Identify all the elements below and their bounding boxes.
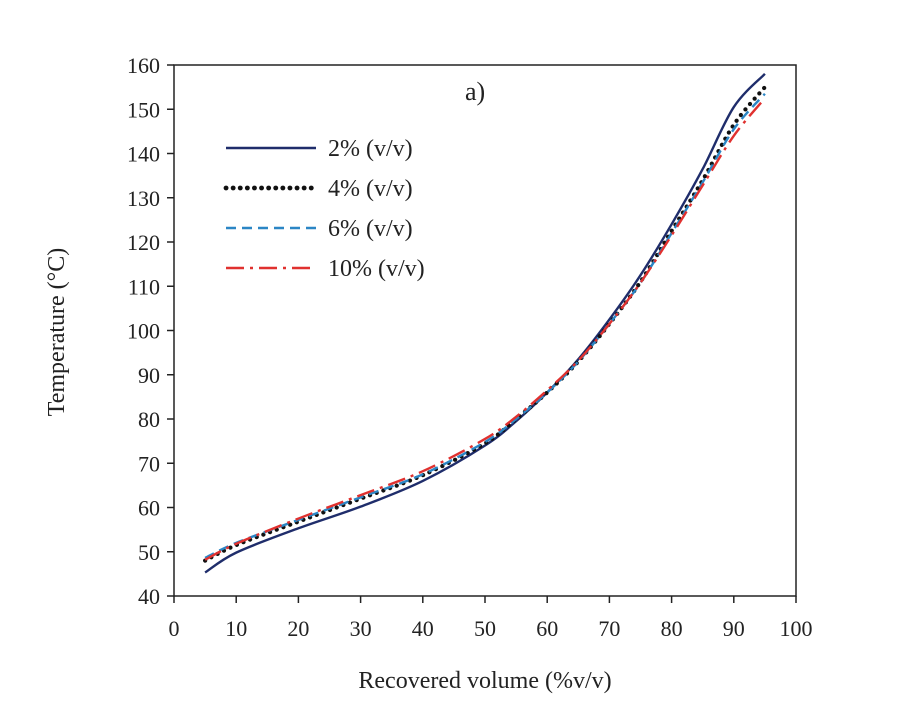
x-tick-label: 100 (780, 616, 813, 641)
x-tick-label: 80 (661, 616, 683, 641)
y-tick-label: 60 (138, 496, 160, 521)
x-tick-label: 0 (169, 616, 180, 641)
legend-label-2: 4% (v/v) (328, 176, 413, 202)
plot-area (173, 64, 797, 597)
y-tick-label: 90 (138, 363, 160, 388)
legend: 2% (v/v) 4% (v/v) 6% (v/v) 10% (v/v) (223, 136, 425, 282)
x-tick-label: 50 (474, 616, 496, 641)
series-layer (203, 73, 767, 574)
y-tick-label: 40 (138, 584, 160, 609)
y-axis-title: Temperature (°C) (44, 248, 70, 417)
y-tick-label: 140 (127, 142, 160, 167)
legend-label-1: 2% (v/v) (328, 136, 413, 162)
y-tick-label: 50 (138, 540, 160, 565)
x-tick-label: 10 (225, 616, 247, 641)
x-tick-label: 70 (598, 616, 620, 641)
y-tick-label: 70 (138, 451, 160, 476)
y-tick-label: 150 (127, 97, 160, 122)
x-axis-ticks: 0 10 20 30 40 50 60 70 80 90 100 (169, 596, 813, 641)
panel-label: a) (465, 77, 485, 106)
x-axis-title: Recovered volume (%v/v) (358, 668, 611, 694)
legend-label-4: 10% (v/v) (328, 256, 425, 282)
x-tick-label: 90 (723, 616, 745, 641)
series-line-4 (204, 97, 766, 561)
y-tick-label: 160 (127, 53, 160, 78)
y-tick-label: 130 (127, 186, 160, 211)
y-axis-ticks: 40 50 60 70 80 90 100 110 120 130 140 150 160 (127, 53, 174, 609)
y-tick-label: 80 (138, 407, 160, 432)
x-tick-label: 20 (287, 616, 309, 641)
y-tick-label: 110 (128, 274, 160, 299)
series-line-2 (203, 85, 767, 563)
series-line-3 (204, 92, 766, 560)
legend-label-3: 6% (v/v) (328, 216, 413, 242)
x-tick-label: 60 (536, 616, 558, 641)
y-tick-label: 100 (127, 319, 160, 344)
x-tick-label: 40 (412, 616, 434, 641)
x-tick-label: 30 (350, 616, 372, 641)
y-tick-label: 120 (127, 230, 160, 255)
